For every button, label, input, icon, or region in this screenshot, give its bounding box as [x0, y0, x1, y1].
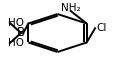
Text: NH₂: NH₂	[61, 3, 80, 13]
Text: HO: HO	[8, 38, 23, 48]
Text: Cl: Cl	[95, 23, 106, 33]
Text: HO: HO	[8, 18, 23, 28]
Text: B: B	[17, 27, 25, 39]
